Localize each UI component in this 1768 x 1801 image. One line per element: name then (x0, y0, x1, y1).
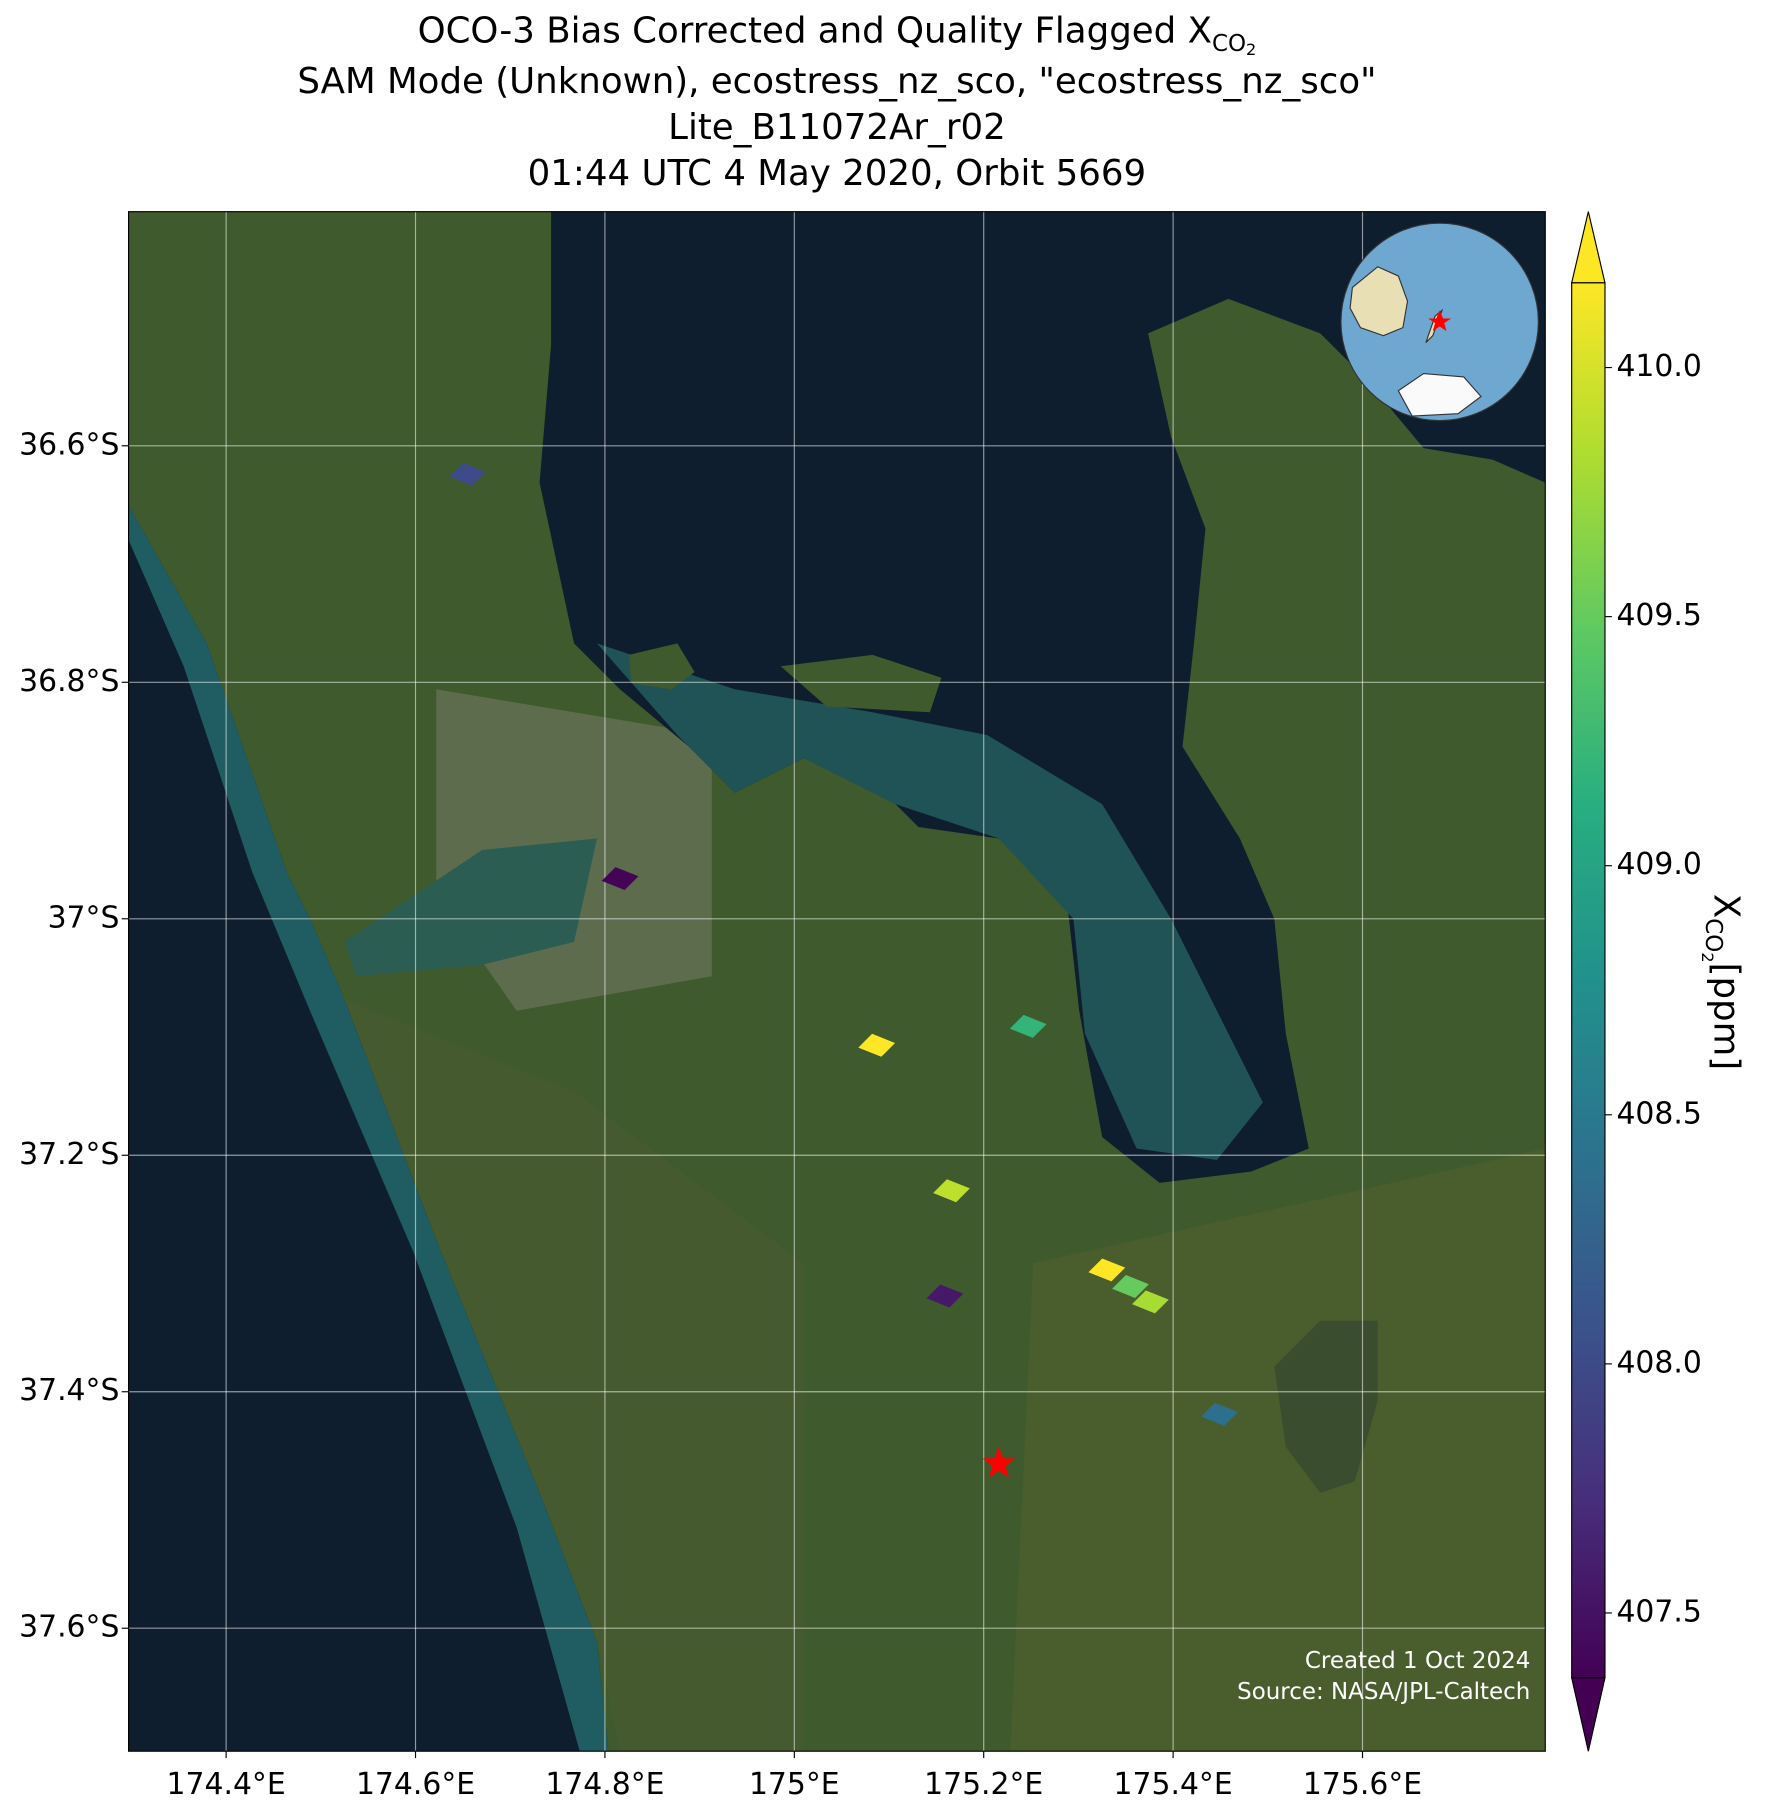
sounding (858, 1033, 896, 1057)
harbour (344, 838, 597, 977)
y-tick-label: 37°S (48, 900, 120, 935)
colorbar-tick-label: 409.5 (1616, 598, 1701, 633)
credit: Created 1 Oct 2024 (1305, 1648, 1530, 1674)
x-tick-label: 175.4°E (1114, 1767, 1233, 1801)
coastal-water (128, 505, 609, 1752)
sounding (926, 1284, 964, 1308)
gulf (539, 211, 1546, 1183)
colorbar-label-subscript: 2 (1699, 952, 1718, 962)
colorbar-label-text: X (1705, 894, 1746, 918)
colorbar-label-unit: [ppm] (1705, 963, 1746, 1071)
shallow-water (596, 643, 1263, 1160)
sounding (449, 462, 486, 486)
x-tick-label: 175°E (749, 1767, 840, 1801)
credit: Source: NASA/JPL-Caltech (1237, 1679, 1530, 1705)
colorbar: 407.5 408.0 408.5 409.0 409.5 410.0 (1570, 211, 1702, 1752)
sounding (933, 1179, 970, 1203)
title-subscript: CO (1212, 31, 1246, 57)
globe-marker (1428, 310, 1452, 332)
antarctica (1397, 372, 1482, 417)
title-text: OCO-3 Bias Corrected and Quality Flagged… (418, 11, 1212, 52)
y-tick-label: 36.8°S (19, 664, 119, 699)
island (780, 654, 942, 713)
x-tick-label: 174.4°E (167, 1767, 286, 1801)
target-marker (982, 1446, 1016, 1478)
australia (1349, 266, 1409, 337)
y-tick-label: 36.6°S (19, 427, 119, 462)
colorbar-label-subscript: CO (1700, 918, 1726, 952)
map-frame (128, 211, 1546, 1752)
x-tick-label: 175.2°E (924, 1767, 1043, 1801)
x-tick-label: 174.8°E (545, 1767, 664, 1801)
basemap (128, 211, 1546, 1752)
colorbar-tick-label: 408.0 (1616, 1345, 1701, 1380)
subtitle: 01:44 UTC 4 May 2020, Orbit 5669 (528, 153, 1147, 194)
sounding (1088, 1258, 1126, 1282)
colorbar-gradient (1571, 282, 1606, 1679)
colorbar-tick-label: 408.5 (1616, 1096, 1701, 1131)
plot: 174.4°E 174.6°E 174.8°E 175°E 175.2°E 175.4°E… (19, 211, 1546, 1801)
sounding (1009, 1014, 1047, 1038)
colorbar-tick-label: 410.0 (1616, 349, 1701, 384)
colorbar-tick-label: 407.5 (1616, 1594, 1701, 1629)
x-tick-label: 174.6°E (356, 1767, 475, 1801)
y-tick-label: 37.6°S (19, 1610, 119, 1645)
sounding (1132, 1290, 1169, 1314)
subtitle: Lite_B11072Ar_r02 (668, 107, 1006, 148)
wetland (1274, 1320, 1378, 1493)
x-tick-label: 175.6°E (1303, 1767, 1422, 1801)
title: OCO-3 Bias Corrected and Quality Flagged… (418, 11, 1257, 59)
colorbar-label: XCO2[ppm] (1699, 894, 1747, 1070)
sounding (1201, 1402, 1238, 1426)
colorbar-extend (1570, 211, 1606, 284)
colorbar-tick-label: 409.0 (1616, 847, 1701, 882)
colorbar-extend (1570, 1677, 1606, 1752)
subtitle: SAM Mode (Unknown), ecostress_nz_sco, "e… (297, 61, 1376, 102)
title-subscript: 2 (1246, 39, 1256, 58)
inset-globe (1340, 222, 1539, 422)
sounding (601, 867, 639, 891)
land-shade (344, 999, 804, 1752)
y-tick-label: 37.2°S (19, 1137, 119, 1172)
sounding (1112, 1275, 1149, 1298)
island (629, 643, 695, 690)
y-tick-label: 37.4°S (19, 1373, 119, 1408)
